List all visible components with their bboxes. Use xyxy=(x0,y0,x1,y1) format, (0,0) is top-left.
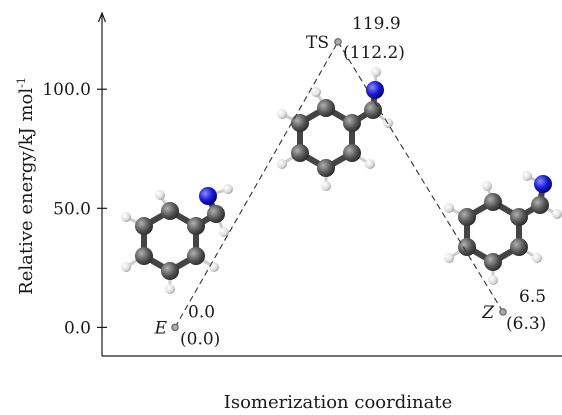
y-axis-ticks: 0.0 50.0 100.0 xyxy=(42,80,107,338)
energy-value-label: 119.9 xyxy=(352,14,401,34)
energy-value-label: 6.5 xyxy=(519,287,546,307)
energy-alt-value-label: (112.2) xyxy=(343,43,405,63)
transition-state-molecule-icon xyxy=(277,67,393,191)
y-tick-label: 100.0 xyxy=(42,80,91,100)
energy-value-label: 0.0 xyxy=(188,302,215,322)
E-isomer-molecule-icon xyxy=(121,184,233,294)
energy-point xyxy=(499,308,507,316)
energy-point xyxy=(334,38,342,46)
energy-point xyxy=(171,323,179,332)
point-name-label: E xyxy=(154,318,168,338)
y-axis-title-exponent: -1 xyxy=(15,77,28,88)
y-tick-label: 0.0 xyxy=(64,318,91,338)
point-name-label: TS xyxy=(306,33,329,53)
x-axis-title: Isomerization coordinate xyxy=(224,392,452,413)
profile-segment xyxy=(174,41,339,328)
energy-alt-value-label: (6.3) xyxy=(506,314,546,334)
energy-profile-series xyxy=(171,38,507,332)
y-axis-arrow xyxy=(97,11,107,23)
profile-segment xyxy=(337,41,504,313)
y-axis-title: Relative energy/kJ mol-1 xyxy=(15,77,37,295)
y-tick-label: 50.0 xyxy=(53,199,91,219)
Z-isomer-molecule-icon xyxy=(444,171,562,285)
energy-alt-value-label: (0.0) xyxy=(180,329,220,349)
point-labels: E 0.0 (0.0) TS 119.9 (112.2) Z 6.5 (6.3) xyxy=(154,14,547,350)
point-name-label: Z xyxy=(481,303,495,323)
